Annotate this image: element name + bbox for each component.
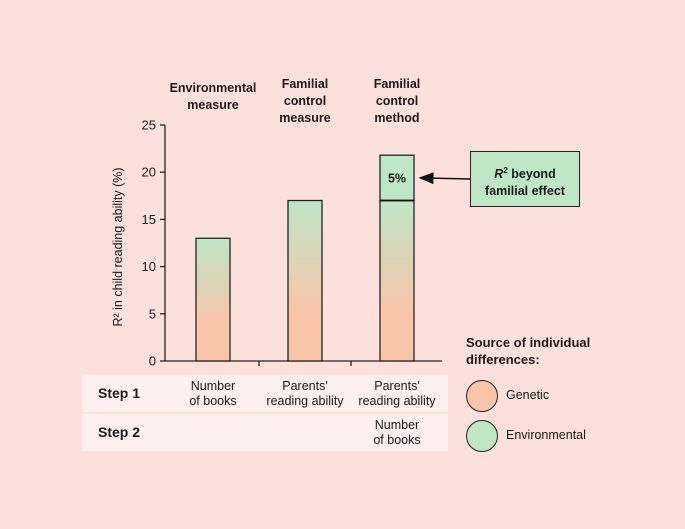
segment-data-label: 5% (388, 171, 406, 185)
y-tick-label: 15 (142, 212, 156, 227)
bar-segment (195, 237, 231, 362)
legend-item-genetic: Genetic (466, 380, 646, 412)
legend-title: Source of individual differences: (466, 334, 626, 368)
step-row-2: Step 2 Number of books (82, 414, 448, 451)
legend-label: Genetic (506, 388, 550, 402)
step-label: Step 1 (98, 385, 141, 401)
column-header-line: control (283, 94, 327, 108)
annotation-line: R2 beyond (494, 166, 556, 182)
bar-segment (379, 199, 415, 362)
column-header-environmental-measure: Environmental measure (158, 80, 268, 114)
y-tick-label: 10 (142, 259, 156, 274)
legend-title-line: Source of individual (466, 335, 591, 350)
annotation-arrow (418, 172, 471, 185)
y-tick-label: 0 (149, 354, 156, 369)
column-header-line: Familial (373, 77, 421, 91)
y-tick-label: 20 (142, 165, 156, 180)
step-cell-line: Number (190, 379, 236, 393)
column-header-familial-control-measure: Familial control measure (250, 76, 360, 127)
step-cell: Number of books (342, 418, 452, 448)
legend-title-line: differences: (466, 352, 540, 367)
legend-label: Environmental (506, 428, 586, 442)
bars: 5% (195, 154, 471, 362)
column-header-line: method (374, 111, 420, 125)
column-header-line: Environmental (169, 81, 257, 95)
step-cell: Parents' reading ability (250, 379, 360, 409)
bar-segment (379, 154, 415, 202)
column-header-line: Familial (281, 77, 329, 91)
column-header-familial-control-method: Familial control method (342, 76, 452, 127)
y-tick-label: 5 (149, 306, 156, 321)
step-cell-line: of books (189, 394, 237, 408)
step-cell-line: reading ability (358, 394, 436, 408)
legend-item-environmental: Environmental (466, 420, 646, 452)
column-header-line: control (375, 94, 419, 108)
step-cell: Parents' reading ability (342, 379, 452, 409)
step-cell-line: Number (374, 418, 420, 432)
column-header-line: measure (279, 111, 331, 125)
bar-segment (287, 199, 323, 362)
step-cell: Number of books (158, 379, 268, 409)
column-header-line: measure (187, 98, 239, 112)
annotation-callout: R2 beyond familial effect (470, 151, 580, 207)
y-tick-label: 25 (142, 118, 156, 133)
step-row-1: Step 1 Number of books Parents' reading … (82, 375, 448, 412)
annotation-line: familial effect (485, 184, 565, 199)
step-cell-line: of books (373, 433, 421, 447)
step-cell-line: Parents' (282, 379, 328, 393)
step-cell-line: reading ability (266, 394, 344, 408)
y-axis-label: R² in child reading ability (%) (111, 167, 125, 326)
genetic-swatch-icon (466, 380, 498, 412)
environmental-swatch-icon (466, 420, 498, 452)
step-cell-line: Parents' (374, 379, 420, 393)
step-label: Step 2 (98, 424, 141, 440)
